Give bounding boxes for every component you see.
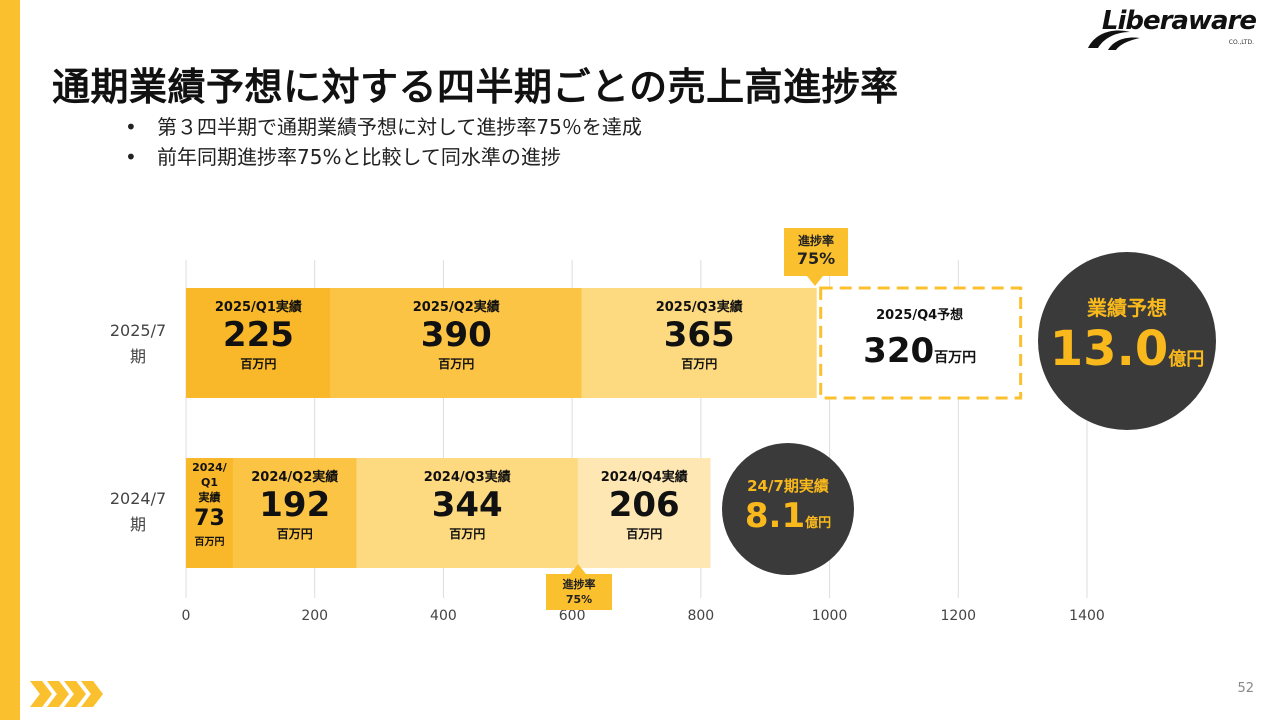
row-label-line: 2024/7 <box>109 489 167 508</box>
segment-name: 2025/Q4予想 <box>876 308 964 323</box>
segment-unit: 百万円 <box>626 527 663 541</box>
segment-unit: 百万円 <box>276 527 313 541</box>
logo-swoosh-icon <box>1088 30 1140 50</box>
total-label: 業績予想 <box>1087 296 1167 320</box>
segment-name: 2024/Q2実績 <box>251 470 339 485</box>
total-value-line: 13.0億円 <box>1038 321 1216 377</box>
bar-segment <box>330 288 582 398</box>
progress-label: 進捗率 <box>797 234 834 248</box>
segment-value: 192 <box>259 485 331 525</box>
total-circle: 24/7期実績 8.1億円 <box>722 443 854 575</box>
row-label: 2025/7 期 <box>98 318 178 370</box>
bar-segment <box>232 458 357 568</box>
progress-tag: 進捗率 75% <box>784 228 848 276</box>
x-tick-label: 1400 <box>1069 608 1105 624</box>
bullet-list: • 第３四半期で通期業績予想に対して進捗率75％を達成 • 前年同期進捗率75%と比… <box>125 112 642 172</box>
segment-name: 実績 <box>198 491 221 504</box>
row-label-line: 期 <box>129 347 146 366</box>
segment-unit: 百万円 <box>681 357 718 371</box>
segment-value: 320 <box>863 331 935 371</box>
bar-segment <box>356 458 578 568</box>
segment-value: 390 <box>420 315 492 355</box>
segment-name: 2024/Q4実績 <box>600 470 688 485</box>
page-title: 通期業績予想に対する四半期ごとの売上高進捗率 <box>52 65 899 109</box>
total-unit: 億円 <box>1168 349 1205 370</box>
bullet-item: • 第３四半期で通期業績予想に対して進捗率75％を達成 <box>125 115 642 139</box>
progress-value: 75% <box>796 249 836 268</box>
total-unit: 億円 <box>805 516 832 531</box>
segment-name: 2025/Q1実績 <box>214 300 302 315</box>
bar-segment <box>577 458 711 568</box>
segment-unit: 百万円 <box>438 357 475 371</box>
forecast-value-line: 320百万円 <box>817 331 1023 371</box>
segment-unit: 百万円 <box>240 357 277 371</box>
segment-name: 2024/ <box>192 461 227 474</box>
segment-unit: 百万円 <box>934 350 977 366</box>
x-tick-label: 0 <box>181 608 191 624</box>
total-value-line: 8.1億円 <box>722 496 854 536</box>
segment-name: 2025/Q3実績 <box>655 300 743 315</box>
segment-label: 2024/Q2実績 192 百万円 <box>233 466 357 542</box>
total-value: 8.1 <box>744 496 806 536</box>
x-tick-label: 1000 <box>811 608 848 624</box>
segment-label: 2025/Q2実績 390 百万円 <box>331 296 582 372</box>
row-label-line: 期 <box>129 515 146 534</box>
company-logo: Liberaware CO.,LTD. <box>1086 6 1257 52</box>
forecast-bar-segment <box>819 286 1023 400</box>
segment-label: 2025/Q1実績 225 百万円 <box>186 296 331 372</box>
progress-tag-pointer <box>570 564 586 574</box>
segment-name: 2024/Q3実績 <box>423 470 511 485</box>
segment-unit: 百万円 <box>449 527 486 541</box>
bar-segment <box>581 288 817 398</box>
segment-label: 2024/Q4実績 206 百万円 <box>578 466 711 542</box>
segment-name: Q1 <box>200 476 218 489</box>
x-tick-label: 200 <box>301 608 329 624</box>
segment-value: 344 <box>431 485 503 525</box>
segment-value: 225 <box>222 315 294 355</box>
row-label: 2024/7 期 <box>98 486 178 538</box>
segment-name: 2025/Q2実績 <box>412 300 500 315</box>
logo-text: Liberaware <box>1101 6 1257 36</box>
left-accent-bar <box>0 0 20 720</box>
segment-value: 73 <box>194 506 225 531</box>
progress-label: 進捗率 <box>562 578 596 591</box>
x-tick-label: 600 <box>558 608 586 624</box>
page-number: 52 <box>1237 681 1254 696</box>
total-value: 13.0 <box>1049 321 1169 377</box>
progress-value: 75% <box>565 593 593 606</box>
logo-subtext: CO.,LTD. <box>1228 39 1254 46</box>
total-circle: 業績予想 13.0億円 <box>1038 252 1216 430</box>
x-tick-label: 800 <box>687 608 715 624</box>
x-tick-label: 1200 <box>940 608 977 624</box>
bar-segment <box>186 458 233 568</box>
segment-label: 2025/Q4予想 320百万円 <box>817 304 1023 371</box>
segment-value: 206 <box>608 485 680 525</box>
segment-label: 2024/Q1 実績 73 百万円 <box>186 460 233 548</box>
progress-tag-pointer <box>807 276 823 286</box>
segment-label: 2024/Q3実績 344 百万円 <box>357 466 578 542</box>
bullet-item: • 前年同期進捗率75%と比較して同水準の進捗 <box>125 145 561 169</box>
chevron-arrows-icon <box>30 681 110 707</box>
bar-segment <box>186 288 331 398</box>
x-tick-label: 400 <box>430 608 457 624</box>
segment-label: 2025/Q3実績 365 百万円 <box>582 296 817 372</box>
segment-unit: 百万円 <box>194 537 225 548</box>
segment-value: 365 <box>663 315 735 355</box>
row-label-line: 2025/7 <box>109 321 167 340</box>
total-label: 24/7期実績 <box>747 477 829 495</box>
progress-tag: 進捗率 75% <box>546 574 612 610</box>
